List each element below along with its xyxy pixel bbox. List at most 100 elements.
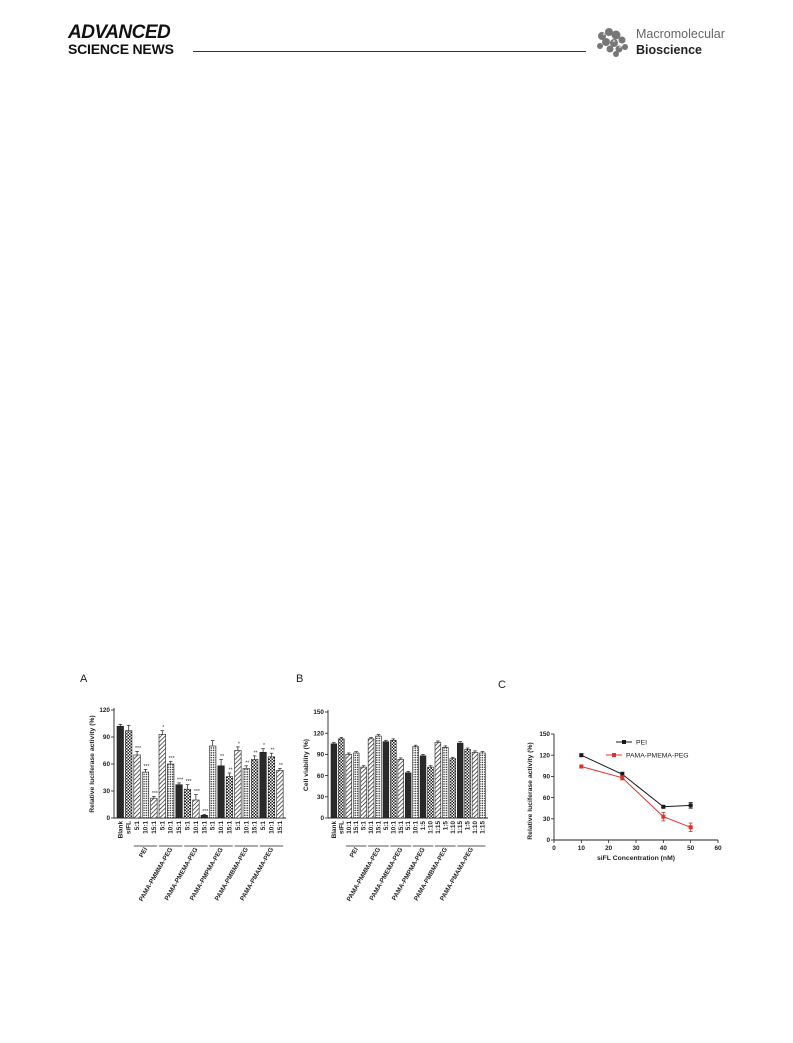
x-tick-label: 0 xyxy=(552,845,556,852)
bar xyxy=(456,742,464,819)
bar xyxy=(125,730,133,819)
significance-label: *** xyxy=(177,777,183,783)
y-tick-label: 90 xyxy=(103,734,111,741)
bar xyxy=(200,815,208,819)
significance-label: * xyxy=(263,743,265,749)
x-tick-label: 50 xyxy=(687,845,695,852)
y-tick-label: 60 xyxy=(317,773,325,780)
y-tick-label: 90 xyxy=(543,774,551,781)
y-tick-label: 0 xyxy=(320,815,324,822)
bar xyxy=(242,768,250,819)
bar xyxy=(133,754,141,819)
data-point xyxy=(661,804,666,809)
x-tick-label: 15:1 xyxy=(398,821,405,834)
bar xyxy=(225,776,234,819)
bar xyxy=(116,725,124,819)
y-axis-title: Relative luciferase activity (%) xyxy=(527,742,534,839)
bar xyxy=(158,734,166,819)
bar xyxy=(217,765,225,819)
bar xyxy=(471,751,479,819)
chart-b-svg: B 0 30 60 90 120 150 Cell viability (%) Blank siF… xyxy=(296,673,488,903)
bar xyxy=(375,735,382,819)
significance-label: * xyxy=(162,725,164,731)
x-tick-label: 15:1 xyxy=(151,821,158,834)
x-tick-label: 20 xyxy=(605,845,613,852)
bar xyxy=(449,758,456,819)
x-tick-label: 5:1 xyxy=(210,821,217,831)
x-tick-label: 5:1 xyxy=(134,821,141,831)
y-tick-label: 0 xyxy=(106,815,110,822)
y-tick-label: 0 xyxy=(546,837,550,844)
y-axis-title: Relative luciferase activity (%) xyxy=(89,715,96,812)
bar xyxy=(150,797,158,819)
x-tick-label: 15:1 xyxy=(277,821,284,834)
x-tick-label: 1:10 xyxy=(427,821,434,834)
y-tick-label: 30 xyxy=(543,816,551,823)
significance-label: ** xyxy=(270,748,274,754)
group-label: PEI xyxy=(349,846,360,859)
x-tick-label: 5:1 xyxy=(383,821,390,831)
bar xyxy=(390,739,397,819)
y-tick-label: 60 xyxy=(543,795,551,802)
bar xyxy=(352,752,360,819)
x-tick-label: 5:1 xyxy=(159,821,166,831)
x-tick-label: 10:1 xyxy=(168,821,175,834)
x-tick-label: 10:1 xyxy=(390,821,397,834)
significance-label: *** xyxy=(185,779,191,785)
bar xyxy=(479,752,486,819)
publisher-logo: ADVANCED SCIENCE NEWS xyxy=(68,23,198,57)
significance-label: *** xyxy=(169,756,175,762)
bar xyxy=(259,752,267,819)
x-tick-label: 15:1 xyxy=(252,821,259,834)
panel-label: C xyxy=(498,679,506,691)
significance-label: *** xyxy=(152,791,158,797)
legend-marker xyxy=(612,753,616,757)
x-tick-label: 10 xyxy=(578,845,586,852)
y-tick-label: 60 xyxy=(103,761,111,768)
x-tick-label: 5:1 xyxy=(235,821,242,831)
x-tick-label: 15:1 xyxy=(226,821,233,834)
significance-label: ** xyxy=(220,754,224,760)
data-point xyxy=(688,803,693,808)
data-point xyxy=(620,775,625,780)
bar xyxy=(251,759,259,819)
bar xyxy=(427,766,434,819)
y-tick-label: 30 xyxy=(317,794,325,801)
data-point xyxy=(579,753,584,758)
x-tick-label: 1:15 xyxy=(457,821,464,834)
logo-line-science-news: SCIENCE NEWS xyxy=(68,41,174,57)
legend-label: PEI xyxy=(636,739,647,746)
x-tick-label: 10:1 xyxy=(368,821,375,834)
bar xyxy=(338,738,345,819)
x-tick-label: Blank xyxy=(331,821,338,839)
bar xyxy=(330,743,338,819)
bar xyxy=(141,771,150,819)
significance-label: ** xyxy=(254,750,258,756)
x-tick-label: 40 xyxy=(660,845,668,852)
data-point xyxy=(661,814,666,819)
y-tick-label: 90 xyxy=(317,752,325,759)
x-tick-label: 10:1 xyxy=(243,821,250,834)
panel-label: B xyxy=(296,673,303,685)
x-tick-label: 1:15 xyxy=(435,821,442,834)
y-tick-label: 150 xyxy=(313,709,324,716)
y-tick-label: 120 xyxy=(313,730,324,737)
bar xyxy=(419,755,427,819)
data-point xyxy=(579,764,584,769)
x-tick-label: 5:1 xyxy=(361,821,368,831)
bar xyxy=(276,770,284,819)
significance-label: *** xyxy=(135,746,141,752)
significance-label: ** xyxy=(245,760,249,766)
significance-label: * xyxy=(238,741,240,747)
journal-name: Macromolecular Bioscience xyxy=(636,26,725,58)
x-tick-label: 15:1 xyxy=(201,821,208,834)
x-tick-label: siFL xyxy=(338,821,345,834)
significance-label: ** xyxy=(228,768,232,774)
bar xyxy=(397,759,404,819)
x-tick-label: 15:1 xyxy=(176,821,183,834)
bar xyxy=(367,738,375,819)
x-tick-label: 60 xyxy=(714,845,722,852)
x-tick-label: 10:1 xyxy=(346,821,353,834)
x-tick-label: 1:10 xyxy=(450,821,457,834)
